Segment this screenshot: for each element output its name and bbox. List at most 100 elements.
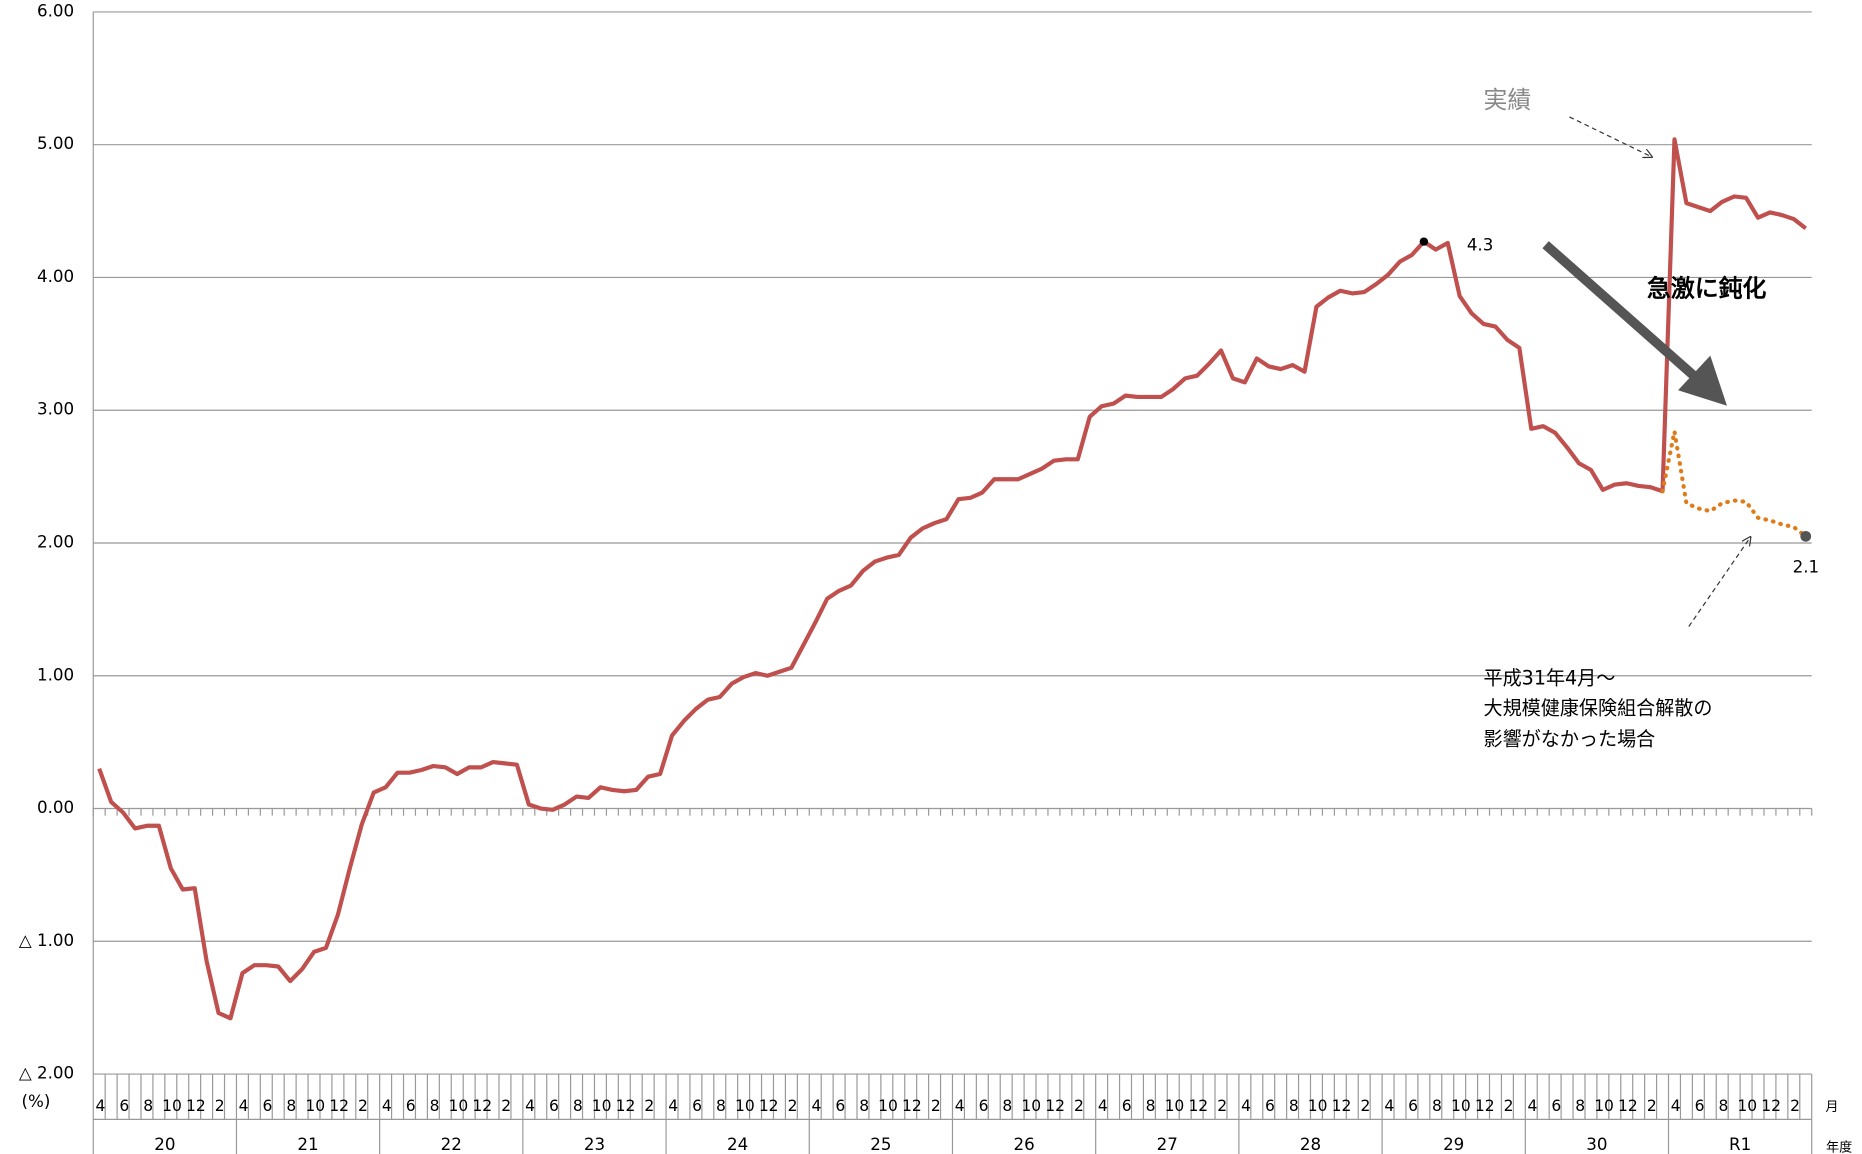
x-tick-label: 8 — [716, 1097, 726, 1115]
y-tick-label: 5.00 — [37, 133, 74, 153]
x-tick-label: 10 — [592, 1097, 612, 1115]
x-tick-label: 10 — [1737, 1097, 1757, 1115]
pointer-arrow — [1569, 116, 1650, 156]
x-tick-label: 12 — [1332, 1097, 1352, 1115]
x-tick-label: 10 — [449, 1097, 469, 1115]
x-tick-label: 6 — [1122, 1097, 1132, 1115]
x-tick-label: 6 — [979, 1097, 989, 1115]
x-tick-label: 6 — [406, 1097, 416, 1115]
series-line — [97, 137, 1808, 1021]
x-tick-label: 4 — [525, 1097, 535, 1115]
x-tick-label: 4 — [1241, 1097, 1251, 1115]
year-label: 21 — [297, 1134, 318, 1154]
x-tick-label: 10 — [162, 1097, 182, 1115]
year-label: 22 — [441, 1134, 462, 1154]
year-label: 20 — [154, 1134, 175, 1154]
x-tick-label: 4 — [239, 1097, 249, 1115]
x-tick-label: 2 — [788, 1097, 798, 1115]
x-tick-label: 12 — [759, 1097, 779, 1115]
trend-arrow — [1542, 241, 1704, 386]
x-tick-label: 6 — [549, 1097, 559, 1115]
year-label: 26 — [1013, 1134, 1034, 1154]
x-tick-label: 6 — [1551, 1097, 1561, 1115]
x-tick-label: 2 — [501, 1097, 511, 1115]
x-tick-label: 12 — [616, 1097, 636, 1115]
note: 大規模健康保険組合解散の — [1484, 696, 1713, 719]
x-tick-label: 12 — [902, 1097, 922, 1115]
x-tick-label: 4 — [811, 1097, 821, 1115]
x-tick-label: 4 — [1384, 1097, 1394, 1115]
x-tick-label: 12 — [1045, 1097, 1065, 1115]
x-tick-label: 10 — [878, 1097, 898, 1115]
x-tick-label: 4 — [382, 1097, 392, 1115]
year-label: 30 — [1586, 1134, 1607, 1154]
x-tick-label: 8 — [1718, 1097, 1728, 1115]
x-tick-label: 10 — [735, 1097, 755, 1115]
pointer-arrow — [1688, 538, 1750, 627]
year-unit: 年度 — [1826, 1140, 1852, 1154]
x-tick-label: 2 — [644, 1097, 654, 1115]
x-tick-label: 8 — [1002, 1097, 1012, 1115]
y-tick-label: 6.00 — [37, 0, 74, 20]
x-tick-label: 8 — [430, 1097, 440, 1115]
y-tick-label: 1.00 — [37, 664, 74, 684]
x-tick-label: 2 — [1074, 1097, 1084, 1115]
y-tick-label: 3.00 — [37, 399, 74, 419]
x-tick-label: 2 — [1504, 1097, 1514, 1115]
annotation: 実績 — [1484, 86, 1532, 114]
x-tick-label: 12 — [1188, 1097, 1208, 1115]
x-tick-label: 4 — [95, 1097, 105, 1115]
data-label: 4.3 — [1467, 234, 1494, 254]
x-tick-label: 8 — [143, 1097, 153, 1115]
x-tick-label: 6 — [835, 1097, 845, 1115]
x-tick-label: 4 — [955, 1097, 965, 1115]
x-tick-label: 4 — [1098, 1097, 1108, 1115]
note: 平成31年4月～ — [1484, 667, 1616, 690]
note: 影響がなかった場合 — [1484, 727, 1656, 750]
x-tick-label: 6 — [692, 1097, 702, 1115]
y-tick-label: △ 2.00 — [19, 1063, 74, 1083]
x-tick-label: 10 — [305, 1097, 325, 1115]
x-tick-label: 2 — [931, 1097, 941, 1115]
x-tick-label: 2 — [1217, 1097, 1227, 1115]
x-tick-label: 4 — [1671, 1097, 1681, 1115]
y-unit: (%) — [22, 1091, 51, 1111]
x-tick-label: 2 — [215, 1097, 225, 1115]
x-tick-label: 6 — [1695, 1097, 1705, 1115]
x-tick-label: 8 — [286, 1097, 296, 1115]
year-label: 24 — [727, 1134, 748, 1154]
year-label: 23 — [584, 1134, 605, 1154]
x-tick-label: 6 — [263, 1097, 273, 1115]
x-tick-label: 8 — [1575, 1097, 1585, 1115]
point-marker — [1419, 237, 1429, 246]
x-tick-label: 12 — [329, 1097, 349, 1115]
y-tick-label: 2.00 — [37, 531, 74, 551]
x-tick-label: 12 — [472, 1097, 492, 1115]
x-tick-label: 2 — [358, 1097, 368, 1115]
year-label: 29 — [1443, 1134, 1464, 1154]
x-tick-label: 6 — [119, 1097, 129, 1115]
x-tick-label: 12 — [1761, 1097, 1781, 1115]
series-line — [1660, 429, 1808, 539]
x-tick-label: 12 — [1618, 1097, 1638, 1115]
x-tick-label: 10 — [1165, 1097, 1185, 1115]
y-tick-label: △ 1.00 — [19, 930, 74, 950]
x-tick-label: 6 — [1408, 1097, 1418, 1115]
month-unit: 月 — [1825, 1100, 1838, 1115]
x-tick-label: 12 — [186, 1097, 206, 1115]
x-tick-label: 10 — [1021, 1097, 1041, 1115]
x-tick-label: 8 — [859, 1097, 869, 1115]
annotation: 急激に鈍化 — [1647, 274, 1766, 302]
x-tick-label: 10 — [1451, 1097, 1471, 1115]
x-tick-label: 2 — [1360, 1097, 1370, 1115]
x-tick-label: 10 — [1308, 1097, 1328, 1115]
y-tick-label: 0.00 — [37, 797, 74, 817]
x-tick-label: 10 — [1594, 1097, 1614, 1115]
trend-arrow-head — [1678, 355, 1727, 406]
x-tick-label: 8 — [1146, 1097, 1156, 1115]
point-marker — [1800, 530, 1812, 542]
x-tick-label: 8 — [1432, 1097, 1442, 1115]
y-tick-label: 4.00 — [37, 266, 74, 286]
x-tick-label: 8 — [1289, 1097, 1299, 1115]
